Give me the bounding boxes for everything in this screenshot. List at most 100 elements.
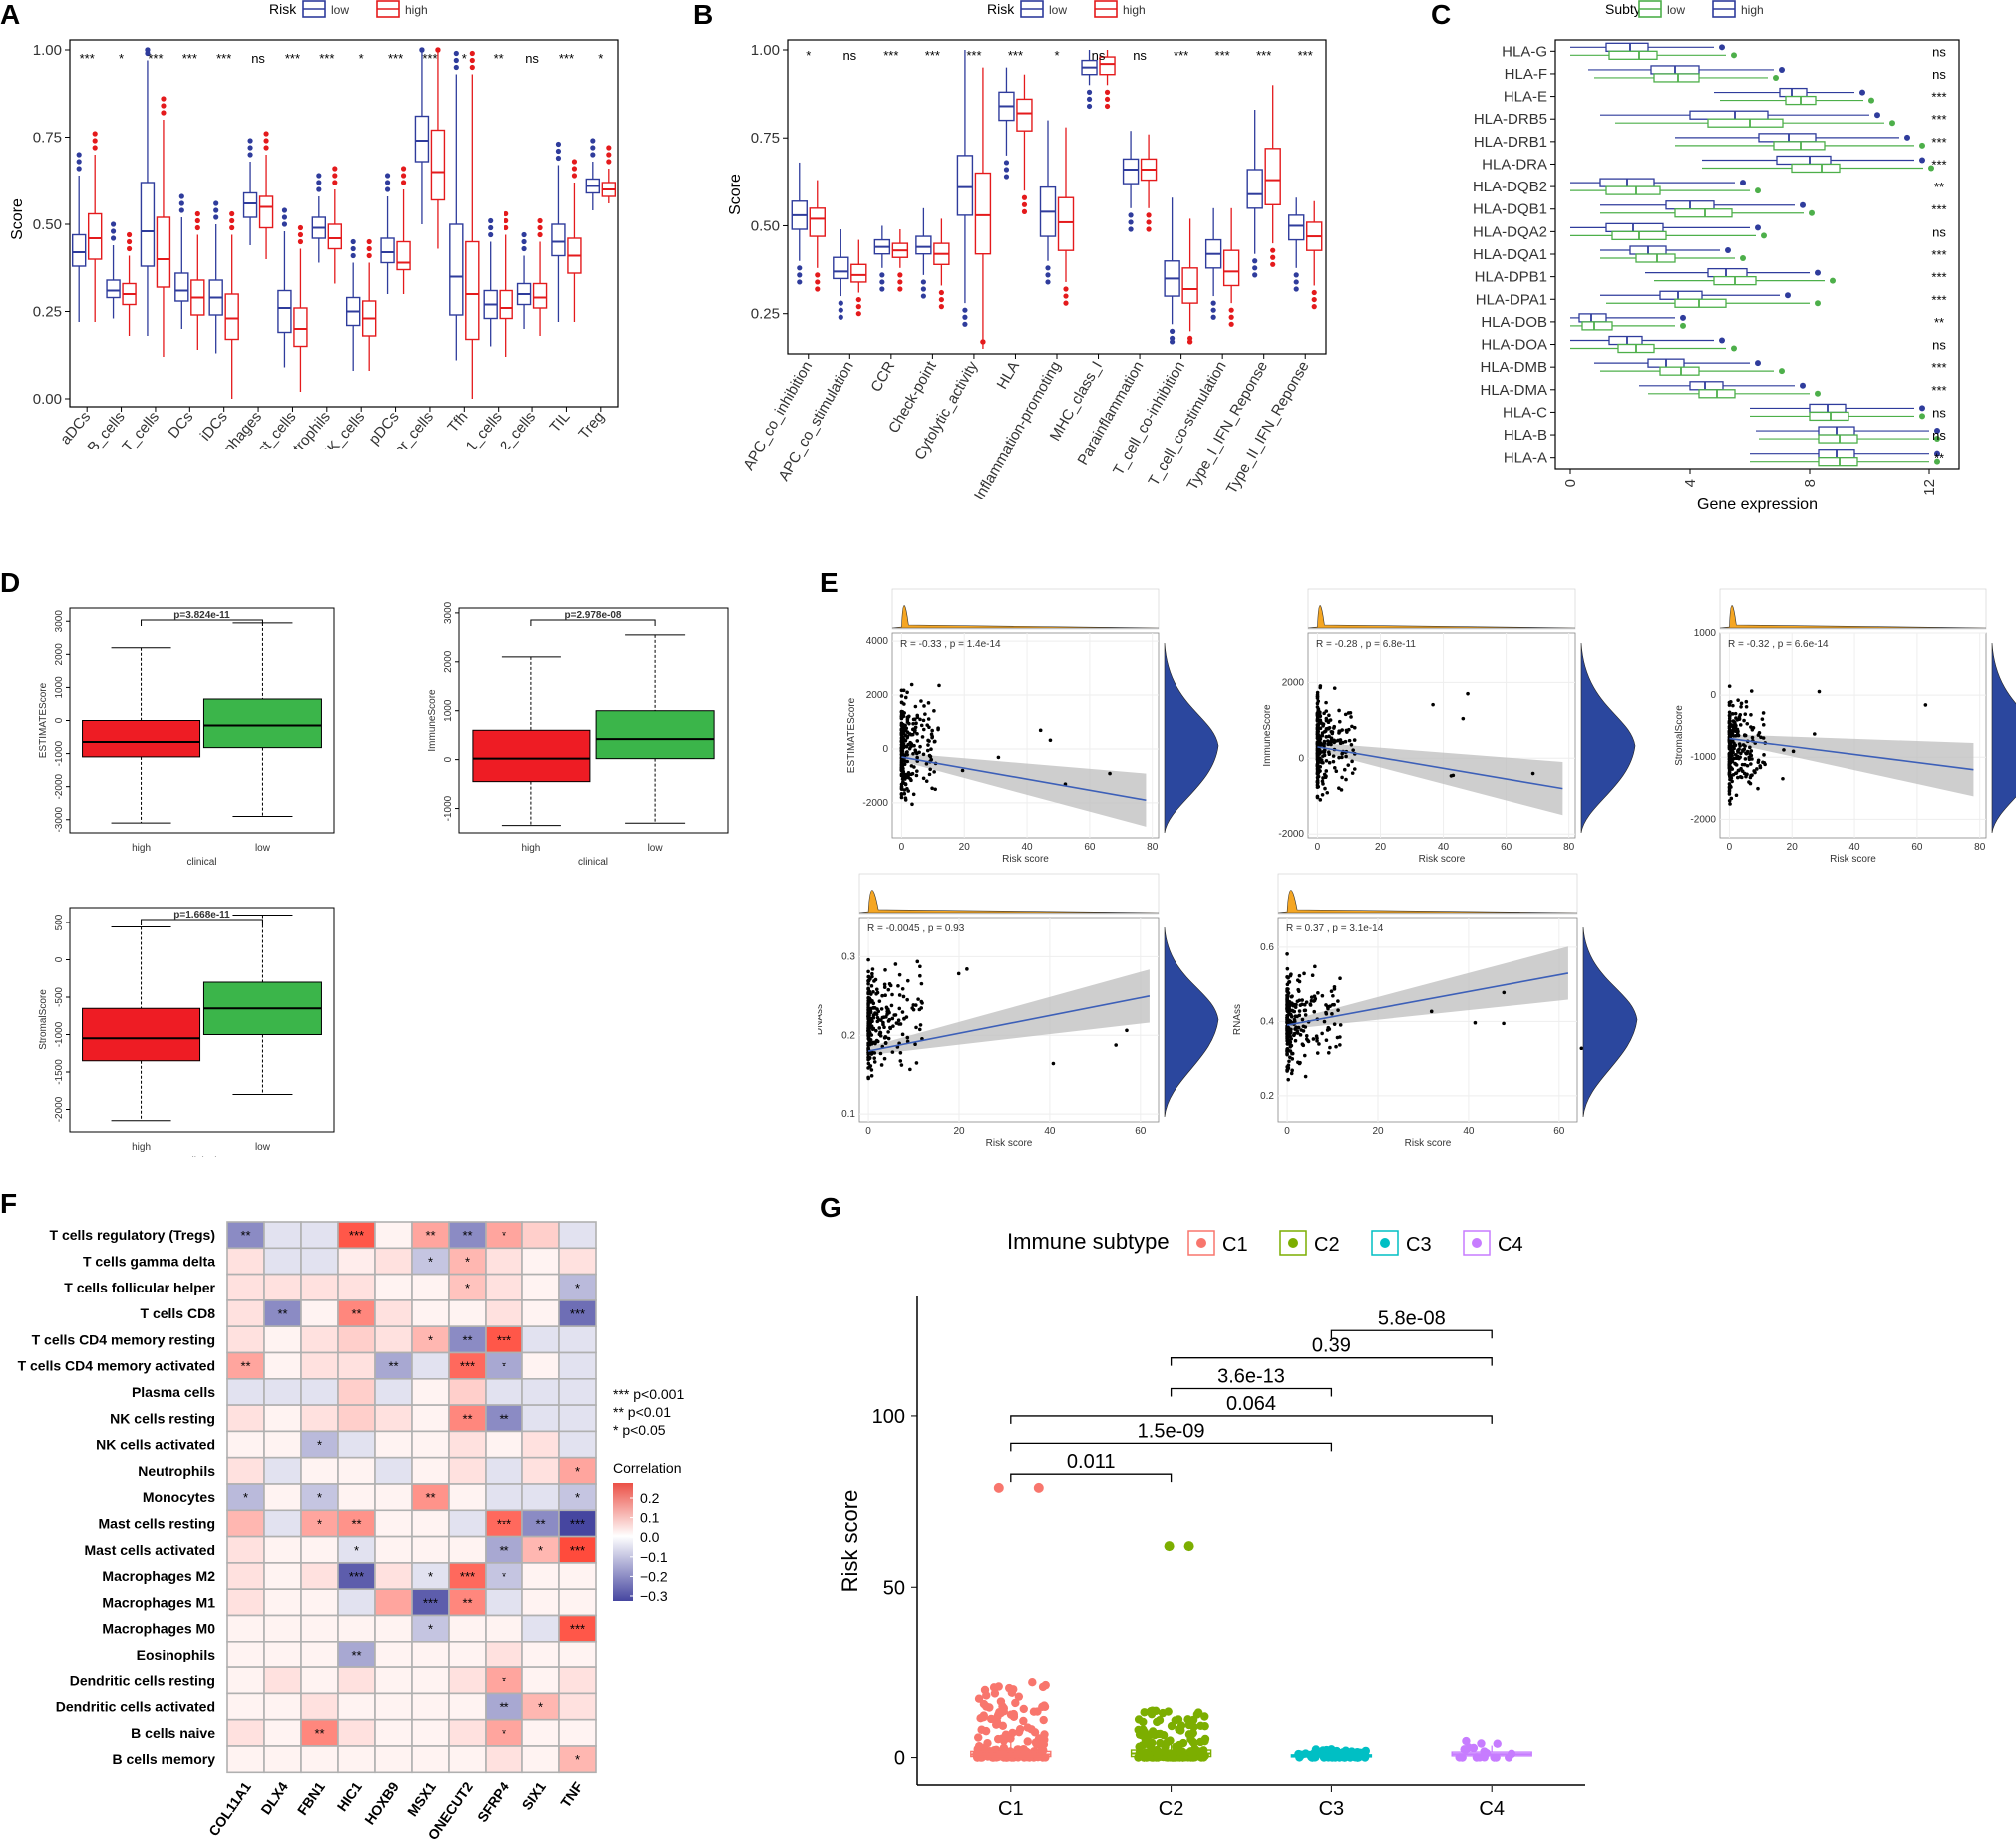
e-point [909,764,914,768]
e-point [1297,979,1302,984]
e-ytick-label: -2000 [862,798,888,809]
e-point [1743,712,1748,716]
e-point [868,976,872,981]
e-point [1285,1004,1289,1009]
a-outlier [76,159,82,165]
a-outlier [384,180,391,185]
c-significance: *** [1931,360,1946,375]
a-outlier [384,173,391,179]
e-point [1316,991,1320,995]
c-ytick-label: HLA-DRB5 [1474,111,1547,128]
e-point [877,1018,881,1022]
c-xtick-label: 12 [1921,479,1938,496]
f-row-label: Macrophages M0 [102,1621,215,1637]
b-box-high [933,218,950,286]
d-ytick-label: -2000 [54,1096,65,1122]
f-cell [374,1430,413,1459]
c-outlier [1773,74,1779,81]
d-ylabel: ESTIMATEScore [38,682,49,758]
c-outlier [1755,187,1761,194]
f-cell [263,1666,302,1695]
f-cell [263,1430,302,1459]
f-colorbar [613,1483,633,1601]
g-xtick-label: C2 [1159,1798,1184,1820]
e-point [883,1040,888,1045]
c-box-low [1570,321,1675,331]
e-point [926,717,931,721]
e-point [907,746,912,751]
e-point [874,991,878,996]
e-xtick-label: 40 [1849,842,1861,853]
e-point [902,791,907,796]
e-point [1727,755,1732,759]
b-significance: * [806,48,811,63]
c-outlier [1919,405,1925,412]
e-point [900,986,905,991]
b-significance: *** [925,48,940,63]
e-point [919,981,924,986]
e-point [1290,994,1294,998]
f-cell [485,1325,523,1354]
f-cell [337,1273,376,1301]
b-outlier [1045,279,1051,285]
c-box-high-box [1689,381,1724,391]
c-outlier [1919,142,1925,149]
panel-d-label: D [0,568,20,598]
g-legend-dot [1472,1238,1482,1248]
f-cell [374,1640,413,1668]
e-point [923,712,927,716]
f-cell [226,1666,265,1695]
e-point [1324,727,1329,731]
e-point [866,1051,870,1055]
e-point [870,1019,874,1024]
e-point [1285,1001,1290,1005]
e-point [1727,759,1732,764]
f-cell [337,1325,376,1354]
e-point [906,771,911,775]
b-outlier [1086,96,1093,103]
e-point [1302,1002,1307,1007]
f-cell [337,1404,376,1433]
f-cell [263,1483,302,1512]
b-outlier [938,296,944,303]
c-box-high [1714,87,1854,98]
e-point [1292,1017,1297,1022]
f-cell [226,1273,265,1301]
e-point [1744,774,1748,779]
e-point [1750,773,1754,777]
f-row-label: Mast cells resting [99,1515,216,1531]
c-box-high [1588,65,1774,75]
b-outlier [838,300,843,306]
b-outlier [797,272,803,278]
c-significance: *** [1931,247,1946,262]
b-box-low [915,207,932,275]
e-point [1051,1061,1056,1066]
d-pvalue: p=2.978e-08 [565,610,622,621]
c-significance: ns [1932,67,1946,82]
a-outlier [555,141,562,148]
e-point [921,752,926,757]
e-point [899,762,904,767]
e-point [1315,755,1320,760]
e-point [1755,767,1759,771]
f-colorbar-label: −0.2 [640,1568,668,1584]
c-significance: *** [1931,202,1946,217]
e-point [1762,753,1766,757]
g-box-C3 [1290,1752,1373,1758]
e-point [1728,734,1732,739]
e-point [888,1025,892,1030]
a-outlier [76,166,82,172]
f-cell [411,1378,450,1406]
g-point [977,1725,986,1734]
e-point [903,728,908,733]
g-xtick-label: C1 [998,1798,1024,1820]
f-cell [448,1666,487,1695]
a-box-low [345,262,361,371]
f-cell [300,1562,339,1590]
g-point [1327,1745,1336,1754]
c-box-high-box [1578,313,1607,323]
f-cell [485,1745,523,1774]
a-box-low [311,196,327,263]
a-outlier [350,252,356,259]
e-point [868,1042,872,1047]
